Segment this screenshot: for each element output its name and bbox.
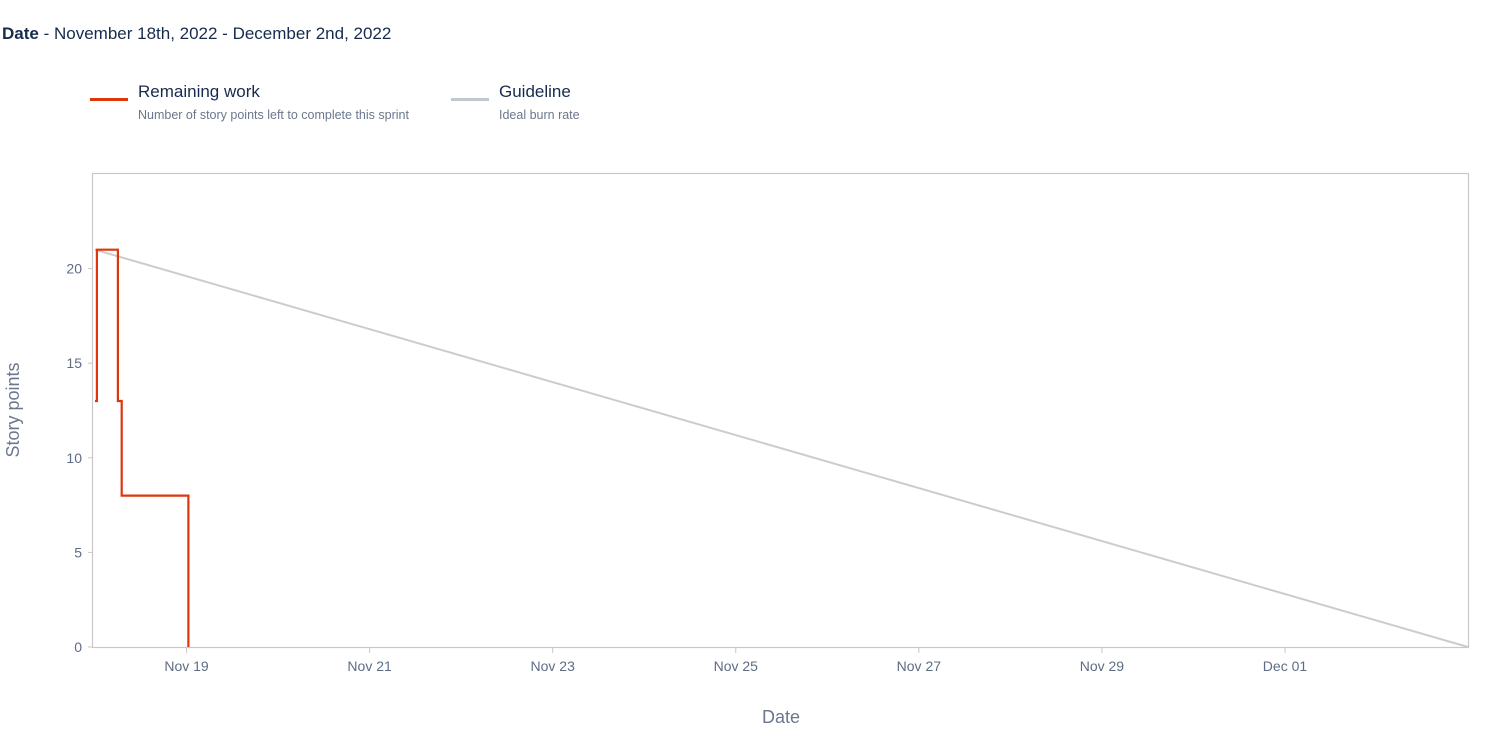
series-layer — [94, 248, 1469, 648]
date-separator: - — [38, 24, 54, 43]
x-tick-label: Nov 29 — [1080, 658, 1125, 674]
legend-swatch-guideline — [451, 98, 489, 101]
y-tick-label: 5 — [74, 544, 82, 560]
y-tick-label: 0 — [74, 639, 82, 655]
series-line-guideline — [94, 248, 1469, 648]
y-tick-label: 15 — [66, 355, 82, 371]
y-axis-ticks: 0 5 10 15 20 — [66, 261, 93, 655]
legend-desc-guideline: Ideal burn rate — [499, 108, 580, 122]
legend-swatch-remaining-work — [90, 98, 128, 101]
x-axis-ticks: Nov 19 Nov 21 Nov 23 Nov 25 Nov 27 Nov 29 Dec … — [164, 647, 1307, 674]
x-tick-label: Nov 19 — [164, 658, 209, 674]
plot-area-border — [91, 172, 1470, 649]
date-label: Date — [2, 24, 39, 43]
y-tick-label: 20 — [66, 261, 82, 277]
x-tick-label: Nov 21 — [347, 658, 392, 674]
legend-title-guideline: Guideline — [499, 82, 571, 101]
legend-title-remaining-work: Remaining work — [138, 82, 260, 101]
legend-desc-remaining-work: Number of story points left to complete … — [138, 108, 409, 122]
x-tick-label: Nov 27 — [897, 658, 942, 674]
date-range-text: November 18th, 2022 - December 2nd, 2022 — [53, 24, 392, 43]
y-axis-title: Story points — [3, 362, 23, 457]
x-tick-label: Dec 01 — [1263, 658, 1308, 674]
series-line-remaining-work — [95, 248, 190, 647]
date-range-header: Date - November 18th, 2022 - December 2n… — [2, 24, 391, 44]
x-tick-label: Nov 23 — [531, 658, 576, 674]
y-tick-label: 10 — [66, 450, 82, 466]
x-tick-label: Nov 25 — [714, 658, 759, 674]
x-axis-title: Date — [762, 707, 800, 727]
